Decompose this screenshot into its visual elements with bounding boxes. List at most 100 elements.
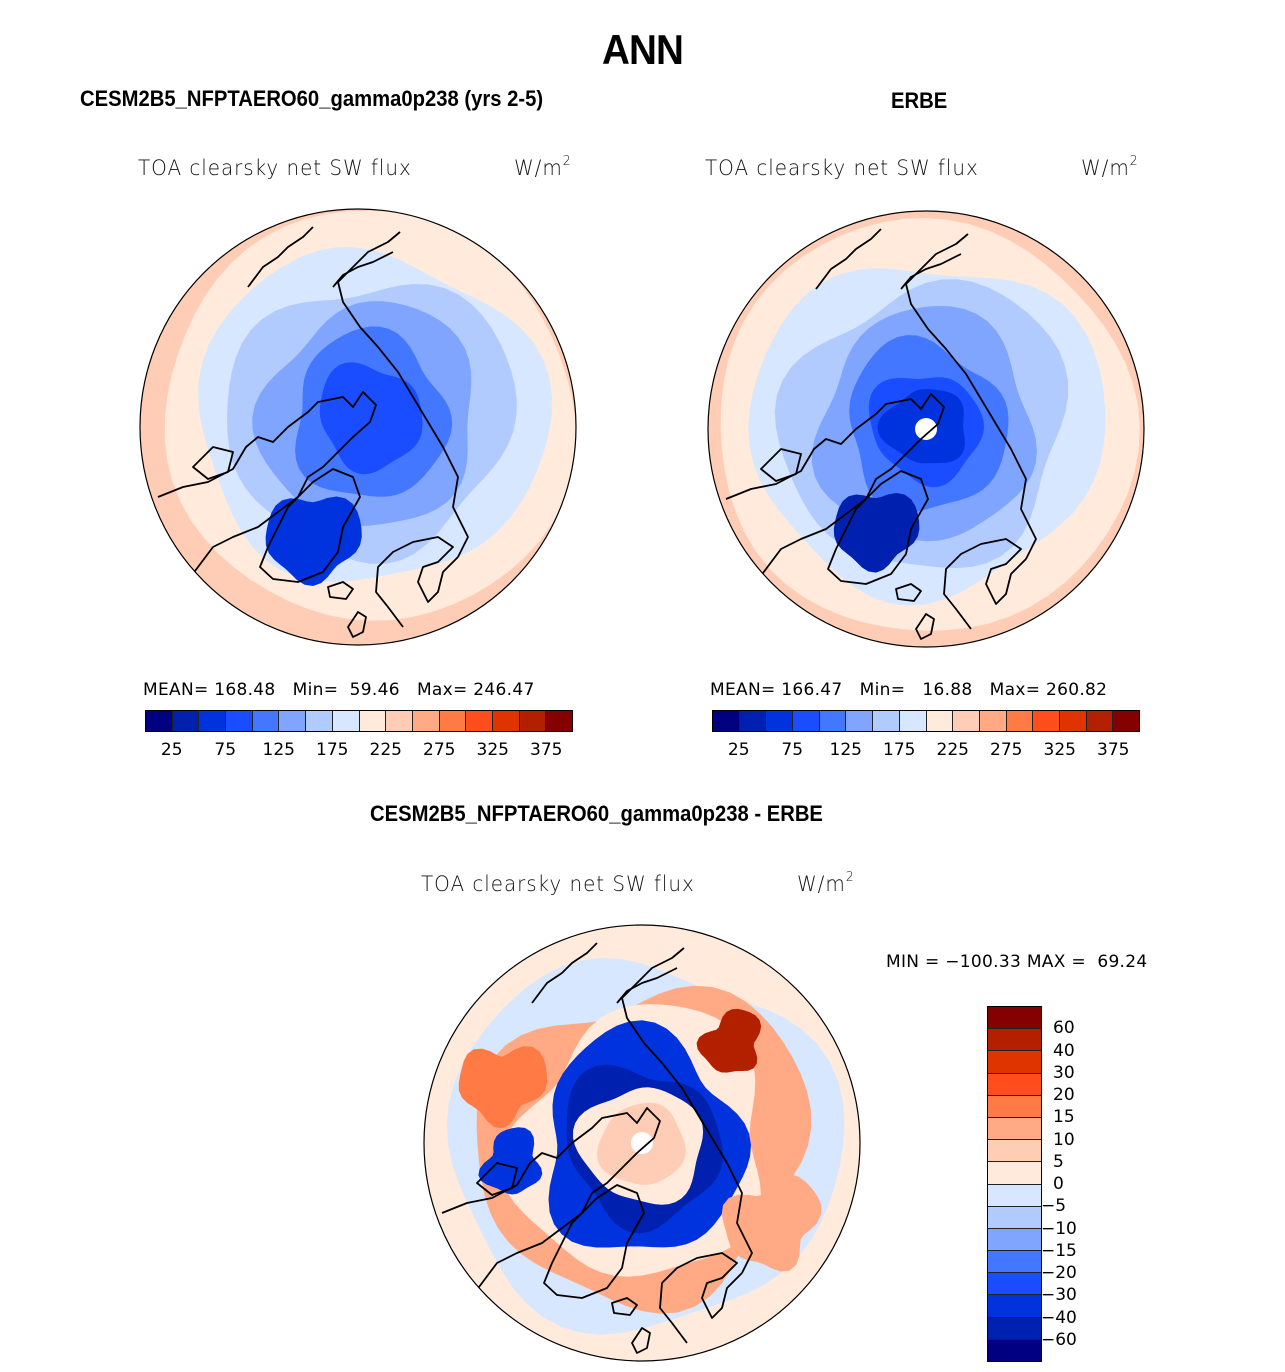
colorbar-ticks-diff: 60 40 30 20 15 10 5 0 −5 −10 −15 −20 −30 −40 −60 (1041, 1006, 1105, 1362)
contour-region (458, 1046, 548, 1129)
coastline (476, 1162, 518, 1196)
polar-map-obs (707, 210, 1145, 648)
colorbar-tick-label: 20 (1053, 1085, 1075, 1105)
map-border (707, 210, 1145, 648)
coastline (247, 226, 314, 288)
colorbar-swatch (439, 711, 467, 731)
colorbar-tick-label: −10 (1041, 1218, 1077, 1239)
colorbar-tick-label: 25 (727, 740, 750, 760)
coastline (815, 228, 882, 290)
colorbar-ticks-obs: 25 75 125 175 225 275 325 375 (712, 740, 1140, 764)
stats-diff: MIN = −100.33 MAX = 69.24 (886, 952, 1148, 972)
colorbar-swatch (466, 711, 493, 731)
units-label-obs: W/m2 (1081, 154, 1139, 180)
colorbar-swatch (988, 1295, 1041, 1318)
colorbar-ticks-model: 25 75 125 175 225 275 325 375 (145, 740, 573, 764)
colorbar-swatch (819, 711, 847, 731)
colorbar-swatch (519, 711, 547, 731)
colorbar-swatch (988, 1273, 1041, 1296)
units-label-diff: W/m2 (797, 870, 855, 896)
polar-map-model (139, 208, 577, 646)
colorbar-swatch (988, 1073, 1041, 1096)
colorbar-tick-label: 25 (160, 740, 183, 760)
max-value: 246.47 (473, 680, 535, 700)
variable-label-obs: TOA clearsky net SW flux (705, 156, 979, 180)
coastline (192, 446, 234, 480)
min-value: 16.88 (922, 680, 973, 700)
colorbar-swatch (988, 1007, 1041, 1030)
colorbar-tick-label: 75 (214, 740, 237, 760)
map-layers (708, 211, 1144, 647)
colorbar-diff (987, 1006, 1042, 1362)
colorbar-obs (712, 710, 1140, 732)
colorbar-swatch (306, 711, 333, 731)
pole-missing-data (631, 1132, 653, 1154)
panel-title-model: CESM2B5_NFPTAERO60_gamma0p238 (yrs 2-5) (80, 86, 544, 111)
units-exponent: 2 (845, 870, 855, 885)
main-title: ANN (602, 26, 684, 73)
coastline (827, 470, 929, 585)
units-label-model: W/m2 (514, 154, 572, 180)
colorbar-swatch (386, 711, 413, 731)
colorbar-tick-label: 325 (476, 740, 509, 760)
colorbar-swatch (713, 711, 740, 731)
colorbar-swatch (979, 711, 1007, 731)
stats-model: MEAN= 168.48 Min= 59.46 Max= 246.47 (143, 680, 535, 700)
contour-region (265, 496, 362, 586)
colorbar-swatch (1059, 711, 1087, 731)
coastline (611, 1297, 638, 1316)
coastline (915, 613, 935, 640)
colorbar-swatch (988, 1317, 1041, 1340)
min-value: 59.46 (349, 680, 400, 700)
colorbar-swatch (332, 711, 360, 731)
colorbar-tick-label: 0 (1053, 1174, 1064, 1194)
coastline (621, 947, 753, 1274)
colorbar-tick-label: 225 (369, 740, 402, 760)
coastline (157, 391, 377, 588)
colorbar-tick-label: 275 (990, 740, 1023, 760)
units-base: W/m (797, 872, 846, 896)
coastline (905, 233, 1037, 560)
colorbar-swatch (793, 711, 820, 731)
colorbar-swatch (988, 1206, 1041, 1229)
colorbar-tick-label: 10 (1053, 1129, 1075, 1150)
units-base: W/m (514, 156, 563, 180)
coastline (659, 1252, 743, 1344)
min-label: Min= (292, 680, 339, 700)
coastline (531, 942, 598, 1004)
colorbar-swatch (988, 1251, 1041, 1274)
coastline (900, 253, 962, 290)
mean-label: MEAN= (143, 680, 209, 700)
polar-map-diff (423, 924, 861, 1362)
colorbar-tick-label: −5 (1041, 1196, 1067, 1217)
colorbar-swatch (146, 711, 173, 731)
variable-label-model: TOA clearsky net SW flux (138, 156, 412, 180)
colorbar-swatch (766, 711, 794, 731)
colorbar-tick-label: 125 (262, 740, 295, 760)
contour-region (721, 1174, 822, 1272)
coastline (441, 1107, 661, 1304)
mean-value: 168.48 (214, 680, 276, 700)
coastline (895, 583, 922, 602)
colorbar-swatch (988, 1095, 1041, 1118)
coastline (332, 251, 394, 288)
mean-value: 166.47 (781, 680, 843, 700)
colorbar-swatch (988, 1228, 1041, 1252)
map-layers (424, 925, 860, 1361)
colorbar-swatch (226, 711, 253, 731)
colorbar-tick-label: −20 (1041, 1263, 1077, 1283)
colorbar-swatch (1086, 711, 1114, 731)
pole-missing-data (915, 418, 937, 440)
map-layers (140, 209, 576, 645)
colorbar-swatch (988, 1117, 1041, 1141)
colorbar-swatch (279, 711, 307, 731)
variable-label-diff: TOA clearsky net SW flux (421, 872, 695, 896)
colorbar-swatch (953, 711, 980, 731)
colorbar-tick-label: 15 (1053, 1107, 1075, 1128)
mean-label: MEAN= (710, 680, 776, 700)
colorbar-swatch (1033, 711, 1060, 731)
colorbar-swatch (546, 711, 572, 731)
colorbar-tick-label: 225 (936, 740, 969, 760)
colorbar-swatch (492, 711, 520, 731)
coastline (327, 581, 354, 600)
